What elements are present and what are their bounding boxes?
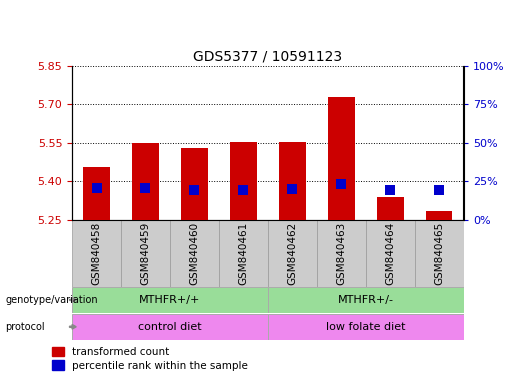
Text: genotype/variation: genotype/variation	[5, 295, 98, 305]
Bar	[366, 220, 415, 287]
Text: MTHFR+/-: MTHFR+/-	[338, 295, 393, 305]
Bar	[72, 314, 268, 340]
Point	[386, 187, 394, 193]
Bar	[181, 148, 208, 220]
Point	[435, 187, 443, 193]
Bar	[268, 314, 464, 340]
Bar	[219, 220, 268, 287]
Bar	[83, 167, 110, 220]
Bar	[317, 220, 366, 287]
Text: GSM840461: GSM840461	[238, 222, 248, 285]
Bar	[230, 142, 257, 220]
Text: GSM840465: GSM840465	[434, 222, 444, 285]
Point	[288, 186, 297, 192]
Text: GSM840464: GSM840464	[385, 222, 395, 285]
Bar	[132, 143, 159, 220]
Bar	[279, 142, 306, 220]
Bar	[425, 211, 453, 220]
Text: low folate diet: low folate diet	[326, 322, 405, 332]
Bar	[72, 287, 268, 313]
Point	[93, 185, 101, 191]
Point	[141, 185, 150, 191]
Point	[190, 187, 198, 193]
Text: protocol: protocol	[5, 322, 45, 332]
Point	[239, 187, 247, 193]
Bar	[415, 220, 464, 287]
Text: GSM840459: GSM840459	[141, 222, 150, 285]
Bar	[170, 220, 219, 287]
Text: GSM840463: GSM840463	[336, 222, 346, 285]
Bar	[72, 220, 121, 287]
Text: MTHFR+/+: MTHFR+/+	[139, 295, 201, 305]
Bar	[376, 197, 404, 220]
Bar	[268, 287, 464, 313]
Text: GSM840458: GSM840458	[92, 222, 101, 285]
Bar	[268, 220, 317, 287]
Legend: transformed count, percentile rank within the sample: transformed count, percentile rank withi…	[52, 347, 248, 371]
Bar	[121, 220, 170, 287]
Bar	[328, 97, 355, 220]
Text: GSM840460: GSM840460	[190, 222, 199, 285]
Text: control diet: control diet	[138, 322, 202, 332]
Text: GSM840462: GSM840462	[287, 222, 297, 285]
Point	[337, 181, 345, 187]
Title: GDS5377 / 10591123: GDS5377 / 10591123	[193, 50, 342, 63]
